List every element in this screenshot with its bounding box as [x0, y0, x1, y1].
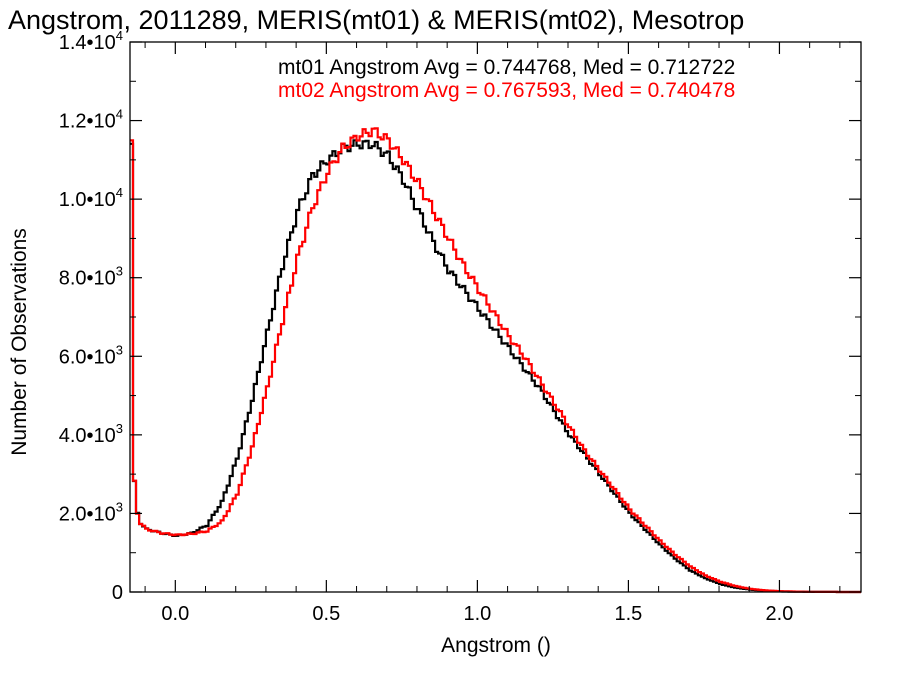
- y-tick-label: 0: [112, 582, 123, 604]
- series-line-2: [130, 127, 861, 594]
- x-tick-label: 0.5: [312, 603, 340, 625]
- plot-frame: [129, 41, 862, 593]
- x-axis-label: Angstrom (): [441, 634, 551, 657]
- y-tick-label: 6.0•103: [59, 342, 123, 368]
- annotation-mt02: mt02 Angstrom Avg = 0.767593, Med = 0.74…: [278, 79, 735, 102]
- y-tick-label: 8.0•103: [59, 264, 123, 290]
- y-tick-label: 1.4•104: [59, 28, 123, 54]
- x-tick-label: 1.5: [615, 603, 643, 625]
- annotation-mt01: mt01 Angstrom Avg = 0.744768, Med = 0.71…: [278, 56, 735, 79]
- y-tick-label: 1.2•104: [59, 107, 123, 133]
- chart-title: Angstrom, 2011289, MERIS(mt01) & MERIS(m…: [8, 5, 744, 35]
- x-tick-label: 0.0: [161, 603, 189, 625]
- series-line-1: [130, 139, 861, 594]
- x-tick-label: 1.0: [463, 603, 491, 625]
- x-tick-label: 2.0: [766, 603, 794, 625]
- y-tick-label: 4.0•103: [59, 421, 123, 447]
- y-tick-label: 2.0•103: [59, 499, 123, 525]
- y-tick-label: 1.0•104: [59, 185, 123, 211]
- y-axis-label: Number of Observations: [8, 228, 31, 456]
- series-layer: [130, 127, 861, 594]
- axes-layer: 0.0 0.5 1.0 1.5 2.0 0 2.0•103 4.0•103 6.0•103 8.0…: [59, 28, 862, 625]
